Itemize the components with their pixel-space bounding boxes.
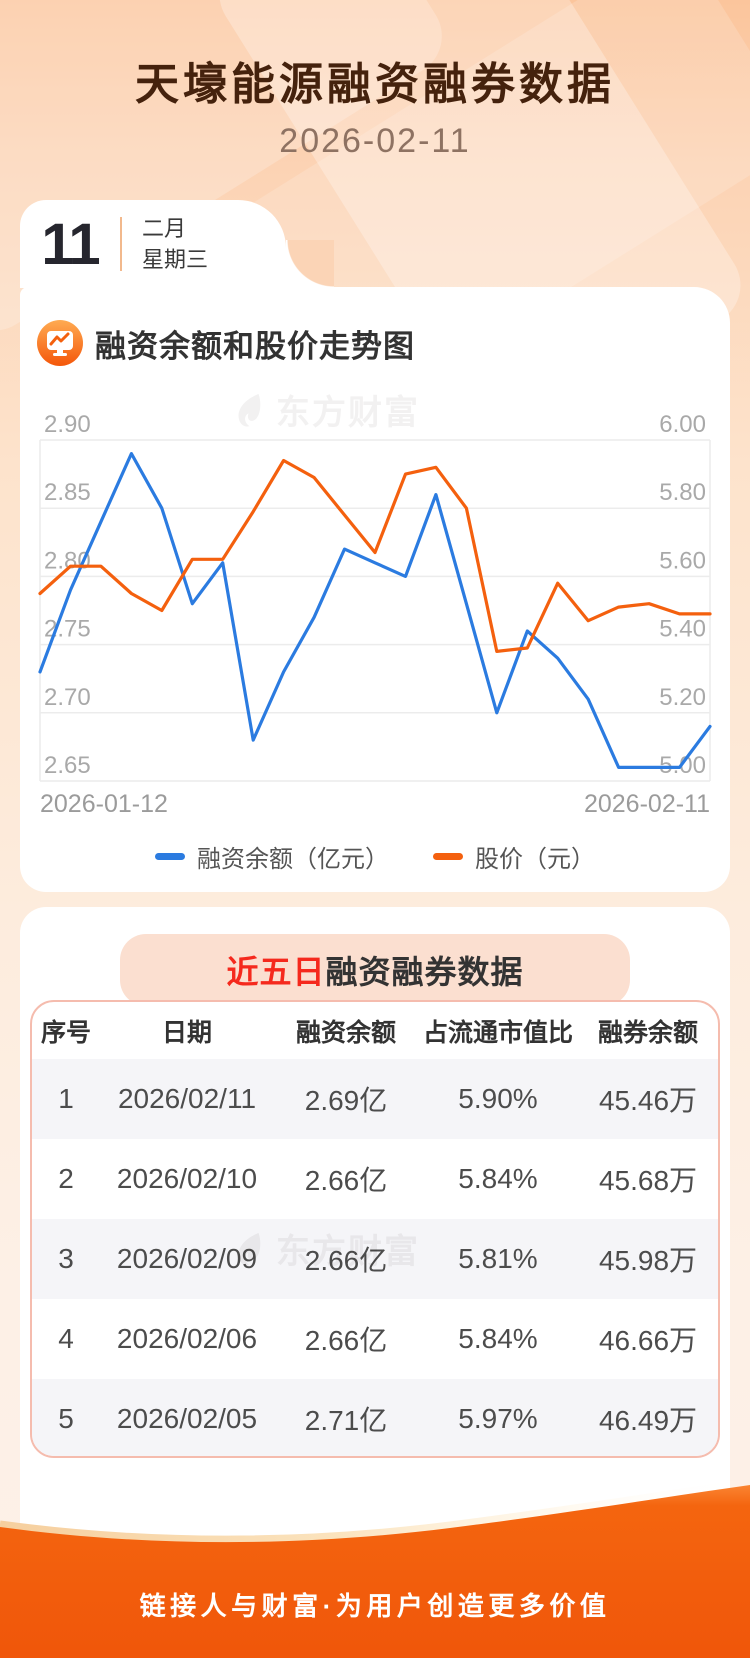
table-cell: 2.66亿 — [304, 1165, 388, 1196]
table-cell: 4 — [58, 1323, 74, 1354]
legend-item-margin-balance: 融资余额（亿元） — [155, 839, 389, 874]
x-axis-label-start: 2026-01-12 — [40, 790, 168, 818]
eastmoney-flame-icon — [238, 393, 261, 427]
table-cell: 5.84% — [458, 1163, 538, 1194]
table-cell: 1 — [58, 1083, 74, 1114]
margin-data-table: 序号 日期 融资余额 占流通市值比 融券余额 1 2026/02/11 2.69亿 5… — [30, 1000, 720, 1458]
banner-highlight: 近五日 — [226, 954, 326, 990]
x-axis-label-end: 2026-02-11 — [583, 790, 710, 818]
svg-text:2.65: 2.65 — [44, 752, 91, 779]
column-header: 序号 — [40, 1018, 91, 1047]
table-row: 2 2026/02/10 2.66亿 5.84% 45.68万 — [32, 1139, 718, 1219]
svg-text:5.80: 5.80 — [659, 479, 706, 506]
table-cell: 5.97% — [458, 1403, 538, 1434]
calendar-day: 11 — [41, 211, 100, 277]
svg-text:5.40: 5.40 — [659, 616, 706, 643]
legend-label: 融资余额（亿元） — [197, 846, 389, 873]
table-header-row: 序号 日期 融资余额 占流通市值比 融券余额 — [32, 1002, 718, 1059]
table-cell: 5.81% — [458, 1243, 538, 1274]
column-header: 占流通市值比 — [422, 1018, 573, 1047]
table-cell: 2 — [58, 1163, 74, 1194]
table-section-banner: 近五日 融资融券数据 — [120, 934, 630, 1006]
watermark: 东方财富 — [230, 385, 420, 434]
table-cell: 2026/02/09 — [116, 1243, 258, 1274]
legend-swatch-blue — [155, 853, 185, 860]
chart-legend: 融资余额（亿元） 股价（元） — [20, 839, 730, 874]
badge-corner-fillet — [286, 240, 334, 288]
column-header: 日期 — [161, 1018, 212, 1047]
calendar-weekday: 星期三 — [142, 246, 209, 272]
table-row: 4 2026/02/06 2.66亿 5.84% 46.66万 — [32, 1299, 718, 1379]
table-cell: 45.68万 — [598, 1165, 698, 1196]
table-cell: 2026/02/06 — [116, 1323, 258, 1354]
banner-title: 融资融券数据 — [325, 954, 524, 990]
calendar-divider — [120, 217, 122, 271]
table-cell: 2026/02/11 — [117, 1083, 257, 1114]
table-cell: 5 — [58, 1403, 74, 1434]
table-row: 1 2026/02/11 2.69亿 5.90% 45.46万 — [32, 1059, 718, 1139]
svg-text:5.20: 5.20 — [659, 684, 706, 711]
page-date: 2026-02-11 — [279, 122, 471, 160]
footer-slogan: 链接人与财富·为用户创造更多价值 — [139, 1591, 611, 1621]
table-cell: 2026/02/05 — [116, 1403, 258, 1434]
column-header: 融资余额 — [295, 1018, 396, 1047]
table-cell: 2.66亿 — [304, 1245, 388, 1276]
dual-axis-line-chart: 2.902.852.802.752.702.656.005.805.605.40… — [38, 411, 712, 782]
table-cell: 46.49万 — [598, 1405, 698, 1436]
chart-card: 融资余额和股价走势图 2.90 2.85 2.80 2.75 2.70 2.65 6.00 5… — [20, 287, 730, 892]
table-cell: 5.90% — [458, 1083, 538, 1114]
eastmoney-flame-icon — [238, 1232, 261, 1266]
legend-label: 股价（元） — [475, 846, 595, 873]
table-cell: 5.84% — [458, 1323, 538, 1354]
chart-trend-icon — [37, 320, 83, 366]
legend-item-stock-price: 股价（元） — [433, 839, 595, 874]
page-title: 天壕能源融资融券数据 — [135, 60, 615, 109]
table-row: 5 2026/02/05 2.71亿 5.97% 46.49万 — [32, 1379, 718, 1456]
table-cell: 2.71亿 — [304, 1405, 388, 1436]
svg-text:2.90: 2.90 — [44, 411, 91, 438]
table-row: 3 2026/02/09 2.66亿 5.81% 45.98万 — [32, 1219, 718, 1299]
watermark: 东方财富 — [230, 1224, 420, 1273]
svg-text:2.70: 2.70 — [44, 684, 91, 711]
chart-section-title: 融资余额和股价走势图 — [95, 328, 415, 364]
column-header: 融券余额 — [597, 1018, 698, 1047]
table-cell: 2.69亿 — [304, 1085, 388, 1116]
table-cell: 2.66亿 — [304, 1325, 388, 1356]
svg-text:2.85: 2.85 — [44, 479, 91, 506]
table-cell: 45.46万 — [598, 1085, 698, 1116]
table-cell: 46.66万 — [598, 1325, 698, 1356]
svg-text:6.00: 6.00 — [659, 411, 706, 438]
svg-text:5.60: 5.60 — [659, 547, 706, 574]
footer-wave — [0, 1480, 750, 1658]
table-cell: 3 — [58, 1243, 74, 1274]
table-cell: 2026/02/10 — [116, 1163, 258, 1194]
table-cell: 45.98万 — [598, 1245, 698, 1276]
calendar-month: 二月 — [142, 215, 187, 241]
calendar-badge: 11 二月 星期三 — [20, 200, 286, 288]
legend-swatch-orange — [433, 853, 463, 860]
